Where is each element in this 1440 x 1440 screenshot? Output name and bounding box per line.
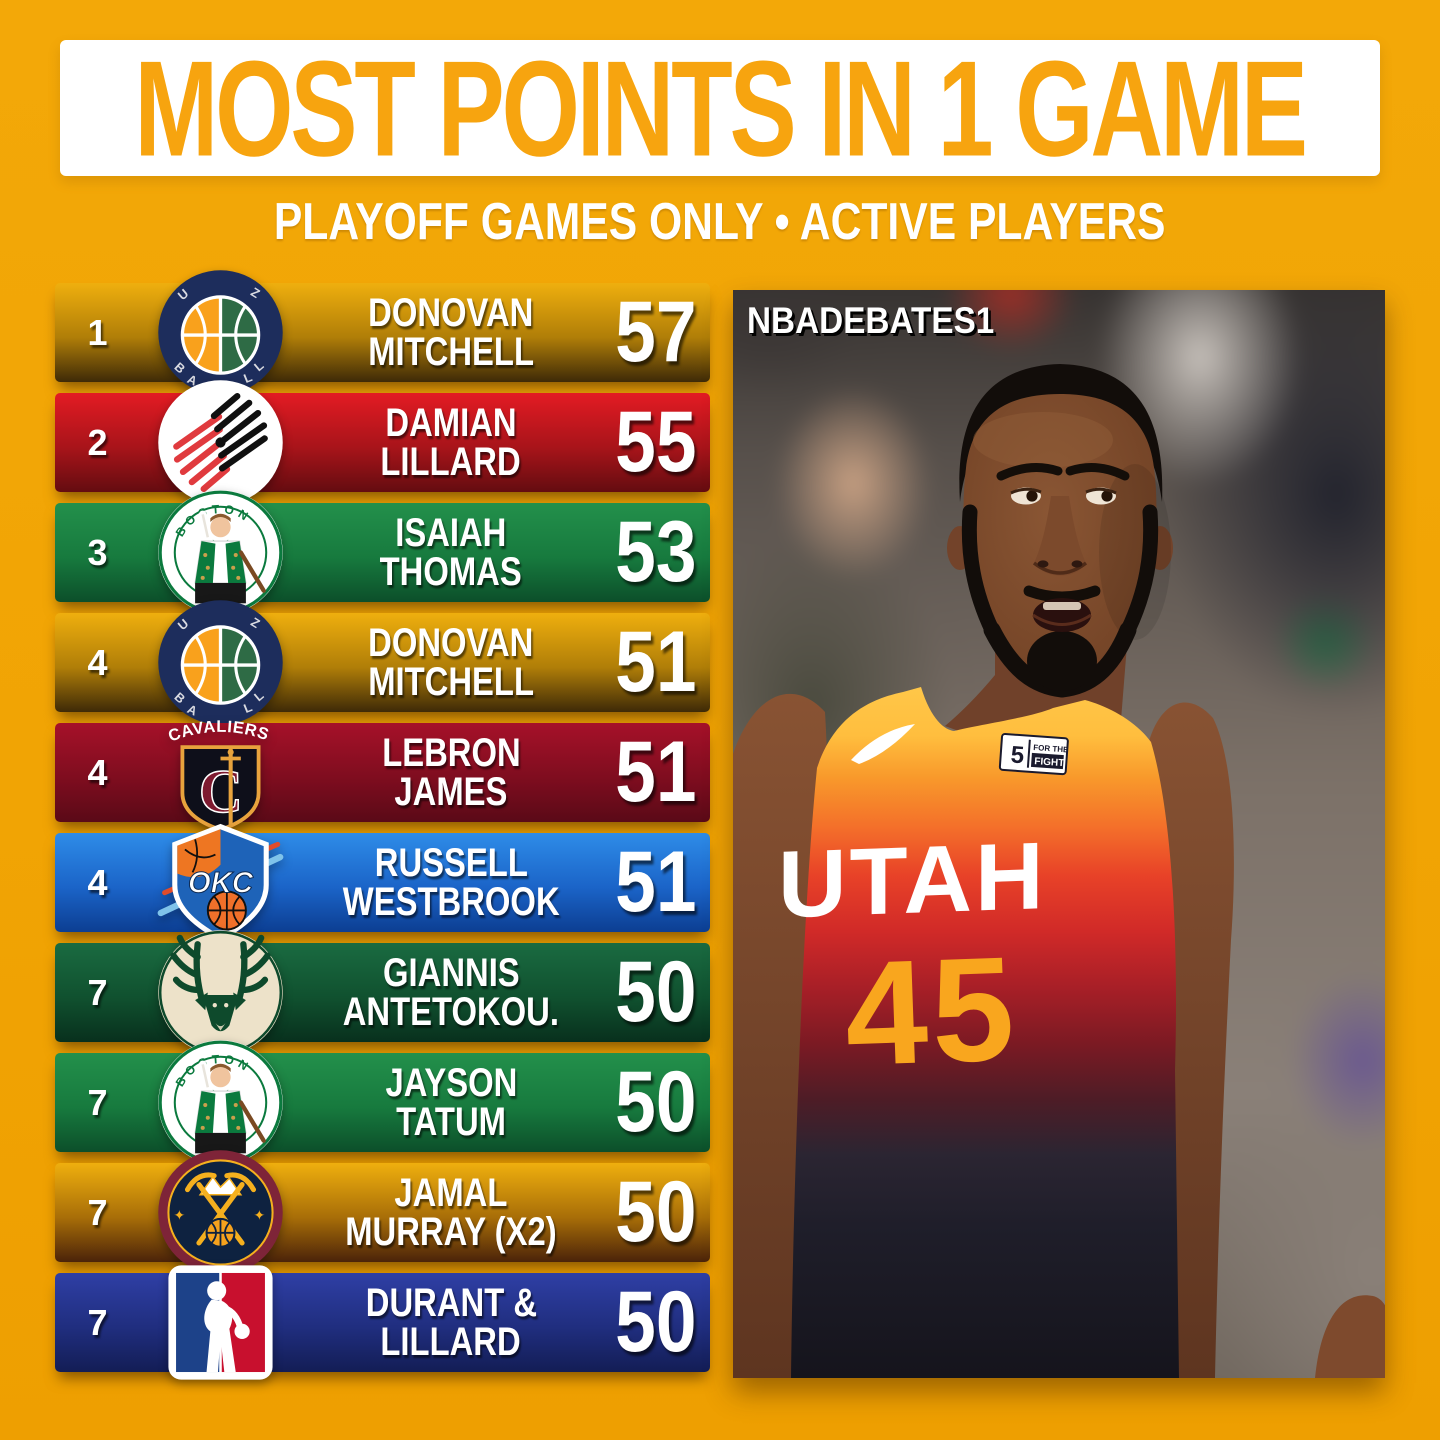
trail-blazers-logo-icon (140, 379, 300, 506)
player-name: DURANT & LILLARD (365, 1281, 537, 1364)
player-name: JAYSON TATUM (385, 1061, 517, 1144)
nuggets-logo-icon (140, 1149, 300, 1276)
cavaliers-logo-icon (140, 709, 300, 836)
title-box: MOST POINTS IN 1 GAME (60, 32, 1380, 184)
points-value: 55 (615, 394, 697, 490)
svg-text:5: 5 (1010, 741, 1025, 769)
rank-label: 7 (87, 1081, 108, 1123)
player-name: ISAIAH THOMAS (379, 511, 523, 594)
points-value: 51 (615, 614, 697, 710)
player-name: RUSSELL WESTBROOK (342, 841, 560, 924)
player-photo: UTAH 45 5 FOR THE FIGHT (733, 290, 1385, 1378)
watermark: NBADEBATES1 (747, 300, 995, 341)
points-value: 50 (615, 1274, 697, 1370)
rank-label: 7 (87, 971, 108, 1013)
leaderboard-row: 4 DONOVAN MITCHELL 51 (55, 613, 710, 712)
leaderboard-row: 3 ISAIAH THOMAS 53 (55, 503, 710, 602)
rank-label: 4 (87, 641, 108, 683)
okc-thunder-logo-icon (140, 819, 300, 946)
points-value: 50 (615, 1054, 697, 1150)
rank-label: 2 (87, 421, 108, 463)
points-value: 50 (615, 944, 697, 1040)
leaderboard-row: 7 JAYSON TATUM 50 (55, 1053, 710, 1152)
jersey-wordmark: UTAH (778, 823, 1047, 938)
nike-swoosh-icon (851, 724, 915, 764)
player-name: JAMAL MURRAY (X2) (345, 1171, 557, 1254)
player-illustration: UTAH 45 5 FOR THE FIGHT (733, 364, 1385, 1378)
leaderboard-row: 7 JAMAL MURRAY (X2) 50 (55, 1163, 710, 1262)
rank-label: 1 (87, 311, 108, 353)
leaderboard-row: 7 DURANT & LILLARD 50 (55, 1273, 710, 1372)
bucks-logo-icon (140, 929, 300, 1056)
player-name: DONOVAN MITCHELL (368, 291, 534, 374)
leaderboard-row: 4 RUSSELL WESTBROOK 51 (55, 833, 710, 932)
rank-label: 7 (87, 1301, 108, 1343)
player-name: DONOVAN MITCHELL (368, 621, 534, 704)
leaderboard-row: 2 DAMIAN LILLARD 55 (55, 393, 710, 492)
celtics-logo-icon (140, 489, 300, 616)
svg-text:FIGHT: FIGHT (1034, 756, 1065, 769)
rank-label: 7 (87, 1191, 108, 1233)
svg-text:FOR THE: FOR THE (1033, 743, 1069, 754)
player-name: GIANNIS ANTETOKOU. (342, 951, 560, 1034)
rank-label: 4 (87, 751, 108, 793)
leaderboard-row: 7 GIANNIS ANTETOKOU. 50 (55, 943, 710, 1042)
points-value: 51 (615, 724, 697, 820)
leaderboard-row: 4 LEBRON JAMES 51 (55, 723, 710, 822)
page-title: MOST POINTS IN 1 GAME (134, 31, 1309, 185)
leaderboard-row: 1 DONOVAN MITCHELL 57 (55, 283, 710, 382)
points-value: 50 (615, 1164, 697, 1260)
utah-jazz-logo-icon (140, 599, 300, 726)
player-head (947, 364, 1173, 698)
rank-label: 3 (87, 531, 108, 573)
points-value: 53 (615, 504, 697, 600)
points-value: 51 (615, 834, 697, 930)
rank-label: 4 (87, 861, 108, 903)
player-name: DAMIAN LILLARD (380, 401, 522, 484)
player-name: LEBRON JAMES (381, 731, 521, 814)
celtics-logo-icon (140, 1039, 300, 1166)
jersey-number: 45 (842, 926, 1020, 1097)
points-value: 57 (615, 284, 697, 380)
sponsor-patch: 5 FOR THE FIGHT (998, 733, 1069, 776)
leaderboard: 1 DONOVAN MITCHELL 57 2 DAMIAN LILLARD 5… (55, 283, 710, 1372)
subtitle: PLAYOFF GAMES ONLY • ACTIVE PLAYERS (274, 193, 1166, 251)
nba-logo-icon (140, 1259, 300, 1386)
utah-jazz-logo-icon (140, 269, 300, 396)
